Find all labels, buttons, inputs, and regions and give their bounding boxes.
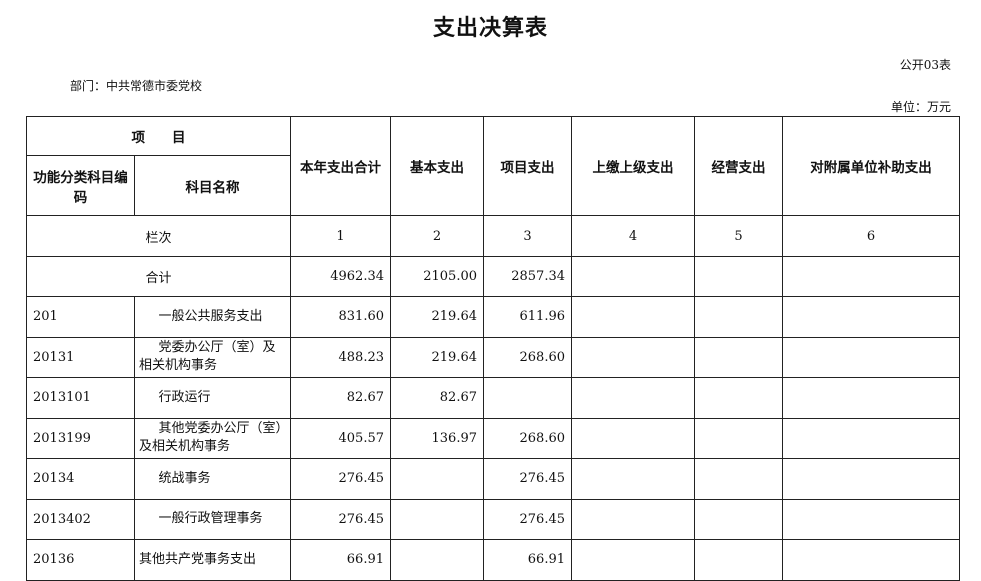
code-cell: 2013101 xyxy=(26,377,135,419)
empty-cell xyxy=(782,458,960,500)
basic-cell: 219.64 xyxy=(390,336,484,378)
project-cell: 276.45 xyxy=(483,458,572,500)
header-code: 功能分类科目编码 xyxy=(26,155,135,216)
header-upper: 上缴上级支出 xyxy=(571,116,695,216)
table-row: 20131 党委办公厅（室）及相关机构事务 488.23 219.64 268.60 xyxy=(26,336,960,378)
basic-cell: 219.64 xyxy=(390,296,484,338)
project-cell xyxy=(483,377,572,419)
total-cell: 831.60 xyxy=(290,296,391,338)
column-index: 6 xyxy=(782,215,960,257)
sum-total: 4962.34 xyxy=(290,256,391,297)
unit-label: 单位：万元 xyxy=(890,100,951,114)
empty-cell xyxy=(694,296,783,338)
empty-cell xyxy=(782,539,960,581)
expenditure-table: 项 目 本年支出合计 基本支出 项目支出 上缴上级支出 经营支出 对附属单位补助… xyxy=(26,116,960,581)
sum-project: 2857.34 xyxy=(483,256,572,297)
name-cell: 党委办公厅（室）及相关机构事务 xyxy=(134,336,291,378)
header-basic: 基本支出 xyxy=(390,116,484,216)
empty-cell xyxy=(694,539,783,581)
column-index-row: 栏次 1 2 3 4 5 6 xyxy=(26,215,960,257)
sum-row: 合计 4962.34 2105.00 2857.34 xyxy=(26,256,960,297)
basic-cell: 136.97 xyxy=(390,417,484,459)
empty-cell xyxy=(694,256,783,297)
basic-cell xyxy=(390,458,484,500)
empty-cell xyxy=(571,296,695,338)
total-cell: 82.67 xyxy=(290,377,391,419)
total-cell: 66.91 xyxy=(290,539,391,581)
empty-cell xyxy=(571,458,695,500)
total-cell: 276.45 xyxy=(290,498,391,540)
code-cell: 20131 xyxy=(26,336,135,378)
empty-cell xyxy=(694,458,783,500)
project-cell: 268.60 xyxy=(483,417,572,459)
empty-cell xyxy=(571,336,695,378)
name-cell: 一般行政管理事务 xyxy=(134,498,291,540)
sum-basic: 2105.00 xyxy=(390,256,484,297)
header-name: 科目名称 xyxy=(134,155,291,216)
code-cell: 20136 xyxy=(26,539,135,581)
basic-cell xyxy=(390,498,484,540)
basic-cell: 82.67 xyxy=(390,377,484,419)
code-cell: 201 xyxy=(26,296,135,338)
header-total: 本年支出合计 xyxy=(290,116,391,216)
empty-cell xyxy=(571,256,695,297)
table-row: 201 一般公共服务支出 831.60 219.64 611.96 xyxy=(26,296,960,338)
empty-cell xyxy=(782,256,960,297)
column-index: 5 xyxy=(694,215,783,257)
code-cell: 2013402 xyxy=(26,498,135,540)
name-cell: 一般公共服务支出 xyxy=(134,296,291,338)
header-row: 项 目 本年支出合计 基本支出 项目支出 上缴上级支出 经营支出 对附属单位补助… xyxy=(26,116,960,216)
empty-cell xyxy=(782,498,960,540)
code-cell: 20134 xyxy=(26,458,135,500)
total-cell: 488.23 xyxy=(290,336,391,378)
empty-cell xyxy=(782,417,960,459)
empty-cell xyxy=(571,498,695,540)
empty-cell xyxy=(571,377,695,419)
header-item: 项 目 xyxy=(26,116,291,156)
code-cell: 2013199 xyxy=(26,417,135,459)
header-subsidy: 对附属单位补助支出 xyxy=(782,116,960,216)
subheader-row: 功能分类科目编码 科目名称 xyxy=(26,155,960,216)
empty-cell xyxy=(782,296,960,338)
name-cell: 统战事务 xyxy=(134,458,291,500)
empty-cell xyxy=(571,539,695,581)
header-project: 项目支出 xyxy=(483,116,572,216)
table-row: 2013402 一般行政管理事务 276.45 276.45 xyxy=(26,498,960,540)
column-index: 2 xyxy=(390,215,484,257)
empty-cell xyxy=(694,377,783,419)
name-cell: 其他党委办公厅（室）及相关机构事务 xyxy=(134,417,291,459)
column-index: 4 xyxy=(571,215,695,257)
empty-cell xyxy=(571,417,695,459)
empty-cell xyxy=(782,336,960,378)
empty-cell xyxy=(694,336,783,378)
department-label: 部门：中共常德市委党校 xyxy=(70,79,203,93)
header-business: 经营支出 xyxy=(694,116,783,216)
basic-cell xyxy=(390,539,484,581)
table-row: 2013199 其他党委办公厅（室）及相关机构事务 405.57 136.97 268.… xyxy=(26,417,960,459)
empty-cell xyxy=(694,498,783,540)
form-number: 公开03表 xyxy=(899,58,951,72)
table-row: 20136 其他共产党事务支出 66.91 66.91 xyxy=(26,539,960,581)
column-index-label: 栏次 xyxy=(26,215,291,257)
name-cell: 行政运行 xyxy=(134,377,291,419)
column-index: 1 xyxy=(290,215,391,257)
table-row: 20134 统战事务 276.45 276.45 xyxy=(26,458,960,500)
project-cell: 268.60 xyxy=(483,336,572,378)
name-cell: 其他共产党事务支出 xyxy=(134,539,291,581)
total-cell: 276.45 xyxy=(290,458,391,500)
total-cell: 405.57 xyxy=(290,417,391,459)
project-cell: 66.91 xyxy=(483,539,572,581)
empty-cell xyxy=(782,377,960,419)
table-row: 2013101 行政运行 82.67 82.67 xyxy=(26,377,960,419)
sum-label: 合计 xyxy=(26,256,291,297)
project-cell: 611.96 xyxy=(483,296,572,338)
column-index: 3 xyxy=(483,215,572,257)
empty-cell xyxy=(694,417,783,459)
project-cell: 276.45 xyxy=(483,498,572,540)
page-title: 支出决算表 xyxy=(432,16,548,41)
